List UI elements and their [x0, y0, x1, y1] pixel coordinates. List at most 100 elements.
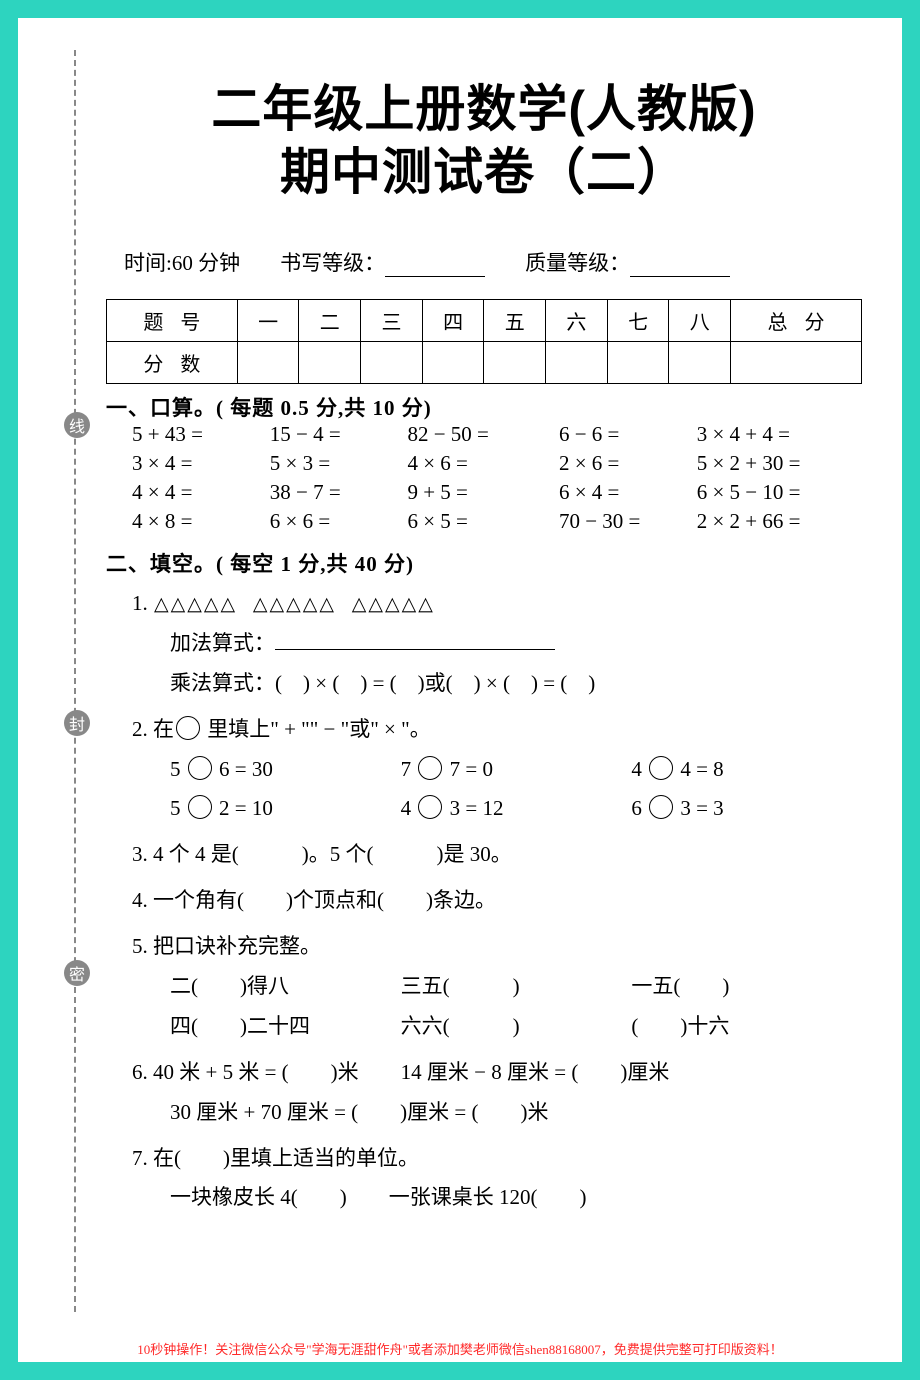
q2-item: 5 2 = 10	[170, 789, 401, 829]
q2-item: 7 7 = 0	[401, 750, 632, 790]
q5-row1: 二( )得八三五( )一五( )	[132, 967, 862, 1007]
q5: 5. 把口诀补充完整。	[132, 927, 862, 967]
circle-icon	[418, 756, 442, 780]
margin-dashed-line	[74, 50, 76, 1312]
margin-badge: 密	[64, 960, 90, 986]
q3: 3. 4 个 4 是( )。5 个( )是 30。	[132, 835, 862, 875]
calc-item: 6 × 5 =	[407, 509, 559, 534]
table-cell: 题 号	[107, 300, 238, 342]
q5-item: ( )十六	[631, 1007, 862, 1047]
score-table: 题 号一二三四五六七八总 分 分 数	[106, 299, 862, 384]
writing-blank	[385, 254, 485, 277]
calc-item: 6 × 5 − 10 =	[697, 480, 862, 505]
table-cell	[361, 342, 423, 384]
exam-title: 二年级上册数学(人教版) 期中测试卷（二）	[106, 78, 862, 203]
triangle-icon: △	[286, 587, 301, 623]
triangle-icon: △	[402, 587, 417, 623]
footer-text: 10秒钟操作！关注微信公众号"学海无涯甜作舟"或者添加樊老师微信shen8816…	[18, 1339, 902, 1358]
table-cell	[546, 342, 608, 384]
triangle-icon: △	[221, 587, 236, 623]
table-cell	[607, 342, 669, 384]
circle-icon	[176, 716, 200, 740]
q2: 2. 在 里填上" + "" − "或" × "。	[132, 710, 862, 750]
triangle-groups: △△△△△ △△△△△ △△△△△	[153, 591, 434, 615]
q5-item: 一五( )	[631, 967, 862, 1007]
q2-row1: 5 6 = 307 7 = 04 4 = 8	[132, 750, 862, 790]
triangle-icon: △	[253, 587, 268, 623]
calc-item: 15 − 4 =	[270, 422, 408, 447]
triangle-icon: △	[385, 587, 400, 623]
page-frame: 二年级上册数学(人教版) 期中测试卷（二） 时间:60 分钟 书写等级： 质量等…	[18, 18, 902, 1362]
q6b: 30 厘米 + 70 厘米 = ( )厘米 = ( )米	[132, 1093, 862, 1133]
q5-item: 二( )得八	[170, 967, 401, 1007]
q1-multiplication: 乘法算式：( ) × ( ) = ( )或( ) × ( ) = ( )	[132, 664, 862, 704]
margin-badge: 线	[64, 412, 90, 438]
q4: 4. 一个角有( )个顶点和( )条边。	[132, 881, 862, 921]
circle-icon	[649, 756, 673, 780]
table-cell: 六	[546, 300, 608, 342]
triangle-icon: △	[187, 587, 202, 623]
calc-item: 6 − 6 =	[559, 422, 697, 447]
calc-item: 38 − 7 =	[270, 480, 408, 505]
calc-item: 6 × 4 =	[559, 480, 697, 505]
table-cell: 五	[484, 300, 546, 342]
section2-heading: 二、填空。( 每空 1 分,共 40 分)	[106, 548, 862, 578]
table-cell: 一	[237, 300, 299, 342]
calc-item: 3 × 4 + 4 =	[697, 422, 862, 447]
triangle-icon: △	[352, 587, 367, 623]
triangle-icon: △	[154, 587, 169, 623]
table-cell	[237, 342, 299, 384]
calc-item: 5 × 2 + 30 =	[697, 451, 862, 476]
table-cell: 分 数	[107, 342, 238, 384]
margin-badge: 封	[64, 710, 90, 736]
quality-grade: 质量等级：	[525, 247, 730, 277]
triangle-icon: △	[270, 587, 285, 623]
title-line1: 二年级上册数学(人教版)	[106, 78, 862, 141]
q2-item: 6 3 = 3	[631, 789, 862, 829]
circle-icon	[188, 795, 212, 819]
q1: 1. △△△△△ △△△△△ △△△△△	[132, 584, 862, 624]
quality-blank	[630, 254, 730, 277]
triangle-icon: △	[368, 587, 383, 623]
section2-body: 1. △△△△△ △△△△△ △△△△△ 加法算式： 乘法算式：( ) × ( …	[106, 584, 862, 1218]
table-cell: 二	[299, 300, 361, 342]
triangle-icon: △	[418, 587, 433, 623]
q5-item: 三五( )	[401, 967, 632, 1007]
table-cell	[299, 342, 361, 384]
calc-item: 2 × 2 + 66 =	[697, 509, 862, 534]
q5-item: 六六( )	[401, 1007, 632, 1047]
calc-item: 5 × 3 =	[270, 451, 408, 476]
q1-addition: 加法算式：	[132, 624, 862, 664]
writing-grade: 书写等级：	[280, 247, 485, 277]
title-line2: 期中测试卷（二）	[106, 141, 862, 204]
table-cell: 八	[669, 300, 731, 342]
q2-item: 4 4 = 8	[631, 750, 862, 790]
q2-item: 4 3 = 12	[401, 789, 632, 829]
calc-item: 4 × 8 =	[132, 509, 270, 534]
q5-item: 四( )二十四	[170, 1007, 401, 1047]
section1-heading: 一、口算。( 每题 0.5 分,共 10 分)	[106, 392, 862, 422]
time-info: 时间:60 分钟	[124, 247, 240, 277]
triangle-icon: △	[171, 587, 186, 623]
table-cell	[669, 342, 731, 384]
calc-item: 6 × 6 =	[270, 509, 408, 534]
table-cell	[731, 342, 862, 384]
triangle-icon: △	[319, 587, 334, 623]
q2-row2: 5 2 = 104 3 = 126 3 = 3	[132, 789, 862, 829]
calc-grid: 5 + 43 =15 − 4 =82 − 50 =6 − 6 =3 × 4 + …	[106, 422, 862, 534]
circle-icon	[188, 756, 212, 780]
calc-item: 9 + 5 =	[407, 480, 559, 505]
circle-icon	[418, 795, 442, 819]
calc-item: 4 × 6 =	[407, 451, 559, 476]
q6a: 6. 40 米 + 5 米 = ( )米 14 厘米 − 8 厘米 = ( )厘…	[132, 1053, 862, 1093]
table-cell: 七	[607, 300, 669, 342]
calc-item: 3 × 4 =	[132, 451, 270, 476]
addition-blank	[275, 649, 555, 650]
table-header-row: 题 号一二三四五六七八总 分	[107, 300, 862, 342]
table-cell: 四	[422, 300, 484, 342]
calc-item: 2 × 6 =	[559, 451, 697, 476]
meta-row: 时间:60 分钟 书写等级： 质量等级：	[106, 247, 862, 277]
q7: 7. 在( )里填上适当的单位。	[132, 1139, 862, 1179]
circle-icon	[649, 795, 673, 819]
triangle-icon: △	[204, 587, 219, 623]
